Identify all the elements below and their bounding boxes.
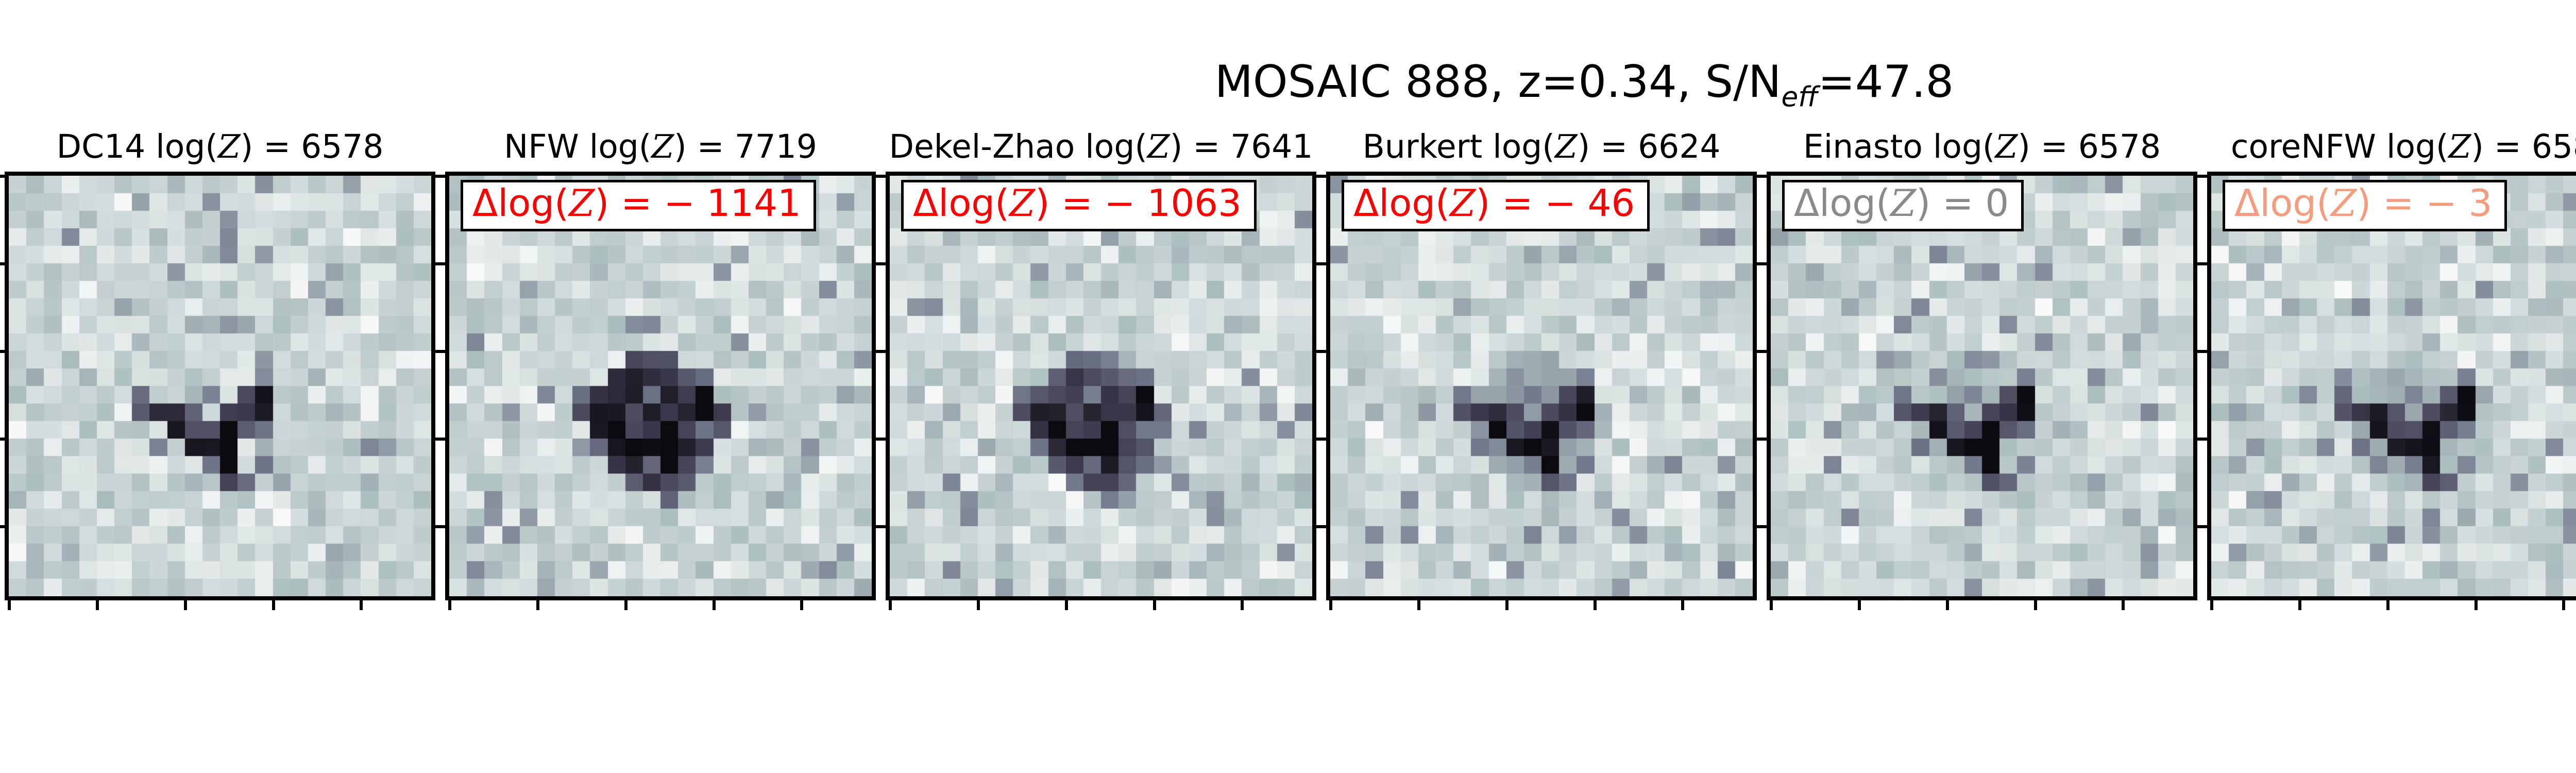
y-axis-tick bbox=[0, 175, 5, 178]
x-axis-tick bbox=[2386, 600, 2389, 610]
x-axis-tick bbox=[889, 600, 892, 610]
heatmap-frame: Δlog(Z) = − 3 bbox=[2207, 172, 2576, 600]
panel-dekel-zhao: Dekel-Zhao log(Z) = 7641 Δlog(Z) = − 106… bbox=[876, 128, 1316, 610]
heatmap-frame: Δlog(Z) = − 1063 bbox=[886, 172, 1316, 600]
heatmap-frame: Δlog(Z) = − 46 bbox=[1326, 172, 1757, 600]
y-axis-tick bbox=[435, 350, 445, 353]
y-axis-tick bbox=[0, 350, 5, 353]
x-axis-tick bbox=[624, 600, 628, 610]
x-axis-tick bbox=[1329, 600, 1332, 610]
x-axis-tick bbox=[360, 600, 363, 610]
y-axis-tick bbox=[1757, 175, 1767, 178]
delta-logz-badge: Δlog(Z) = − 1063 bbox=[901, 180, 1257, 231]
y-axis-tick bbox=[1316, 350, 1326, 353]
panel-title-corenfw: coreNFW log(Z) = 6581 bbox=[2230, 128, 2576, 165]
y-axis-tick bbox=[0, 525, 5, 528]
x-axis-tick bbox=[1417, 600, 1420, 610]
x-axis-tick bbox=[536, 600, 539, 610]
y-axis-tick bbox=[1757, 525, 1767, 528]
x-axis-tick bbox=[96, 600, 99, 610]
heatmap-corenfw bbox=[2211, 176, 2576, 596]
y-axis-tick bbox=[1316, 175, 1326, 178]
panel-title-nfw: NFW log(Z) = 7719 bbox=[504, 128, 817, 165]
y-axis-tick bbox=[2197, 350, 2207, 353]
y-axis-tick bbox=[435, 175, 445, 178]
x-axis-tick bbox=[1858, 600, 1861, 610]
delta-logz-badge: Δlog(Z) = 0 bbox=[1782, 180, 2024, 231]
panel-nfw: NFW log(Z) = 7719 Δlog(Z) = − 1141 bbox=[435, 128, 876, 610]
y-axis-tick bbox=[435, 525, 445, 528]
y-axis-tick bbox=[1316, 262, 1326, 265]
x-axis-tick bbox=[2034, 600, 2037, 610]
x-axis-tick bbox=[1241, 600, 1244, 610]
y-axis-tick bbox=[435, 438, 445, 441]
heatmap-frame: Δlog(Z) = 0 bbox=[1767, 172, 2197, 600]
y-axis-tick bbox=[2197, 525, 2207, 528]
figure-title: MOSAIC 888, z=0.34, S/Neff=47.8 bbox=[0, 58, 2576, 112]
figure-title-main: MOSAIC 888, z=0.34, S/N bbox=[1214, 56, 1782, 108]
y-axis-tick bbox=[1757, 350, 1767, 353]
x-axis-tick bbox=[272, 600, 275, 610]
x-axis-tick bbox=[2562, 600, 2565, 610]
heatmap-nfw bbox=[449, 176, 872, 596]
y-axis-tick bbox=[876, 525, 886, 528]
x-axis-tick bbox=[184, 600, 187, 610]
figure-title-subscript: eff bbox=[1781, 81, 1818, 113]
y-axis-tick bbox=[876, 175, 886, 178]
x-axis-tick bbox=[1681, 600, 1684, 610]
panel-corenfw: coreNFW log(Z) = 6581 Δlog(Z) = − 3 bbox=[2197, 128, 2576, 610]
panel-einasto: Einasto log(Z) = 6578 Δlog(Z) = 0 bbox=[1757, 128, 2197, 610]
y-axis-tick bbox=[1757, 262, 1767, 265]
x-axis-tick bbox=[977, 600, 980, 610]
y-axis-tick bbox=[1316, 525, 1326, 528]
panel-title-burkert: Burkert log(Z) = 6624 bbox=[1362, 128, 1721, 165]
y-axis-tick bbox=[2197, 175, 2207, 178]
x-axis-tick bbox=[2122, 600, 2125, 610]
x-axis-tick bbox=[713, 600, 716, 610]
x-axis-tick bbox=[2475, 600, 2478, 610]
heatmap-dekel-zhao bbox=[890, 176, 1312, 596]
x-axis-tick bbox=[1594, 600, 1597, 610]
heatmap-burkert bbox=[1330, 176, 1753, 596]
heatmap-frame bbox=[5, 172, 435, 600]
panel-title-dc14: DC14 log(Z) = 6578 bbox=[56, 128, 384, 165]
panel-title-dekel-zhao: Dekel-Zhao log(Z) = 7641 bbox=[889, 128, 1313, 165]
y-axis-tick bbox=[876, 350, 886, 353]
panel-burkert: Burkert log(Z) = 6624 Δlog(Z) = − 46 bbox=[1316, 128, 1757, 610]
x-axis-tick bbox=[1946, 600, 1949, 610]
panel-dc14: DC14 log(Z) = 6578 bbox=[0, 128, 435, 610]
x-axis-tick bbox=[800, 600, 803, 610]
x-axis-tick bbox=[448, 600, 451, 610]
delta-logz-badge: Δlog(Z) = − 3 bbox=[2223, 180, 2507, 231]
y-axis-tick bbox=[0, 438, 5, 441]
y-axis-tick bbox=[876, 438, 886, 441]
x-axis-tick bbox=[8, 600, 11, 610]
y-axis-tick bbox=[1316, 438, 1326, 441]
delta-logz-badge: Δlog(Z) = − 46 bbox=[1342, 180, 1650, 231]
x-axis-tick bbox=[1065, 600, 1068, 610]
x-axis-tick bbox=[1505, 600, 1509, 610]
heatmap-einasto bbox=[1771, 176, 2193, 596]
x-axis-tick bbox=[2210, 600, 2213, 610]
delta-logz-badge: Δlog(Z) = − 1141 bbox=[461, 180, 816, 231]
x-axis-tick bbox=[1770, 600, 1773, 610]
figure-title-value: =47.8 bbox=[1818, 56, 1954, 108]
y-axis-tick bbox=[2197, 438, 2207, 441]
heatmap-frame: Δlog(Z) = − 1141 bbox=[445, 172, 876, 600]
x-axis-tick bbox=[2298, 600, 2301, 610]
y-axis-tick bbox=[876, 262, 886, 265]
y-axis-tick bbox=[2197, 262, 2207, 265]
y-axis-tick bbox=[1757, 438, 1767, 441]
x-axis-tick bbox=[1153, 600, 1156, 610]
panel-title-einasto: Einasto log(Z) = 6578 bbox=[1803, 128, 2161, 165]
y-axis-tick bbox=[0, 262, 5, 265]
heatmap-dc14 bbox=[9, 176, 431, 596]
y-axis-tick bbox=[435, 262, 445, 265]
